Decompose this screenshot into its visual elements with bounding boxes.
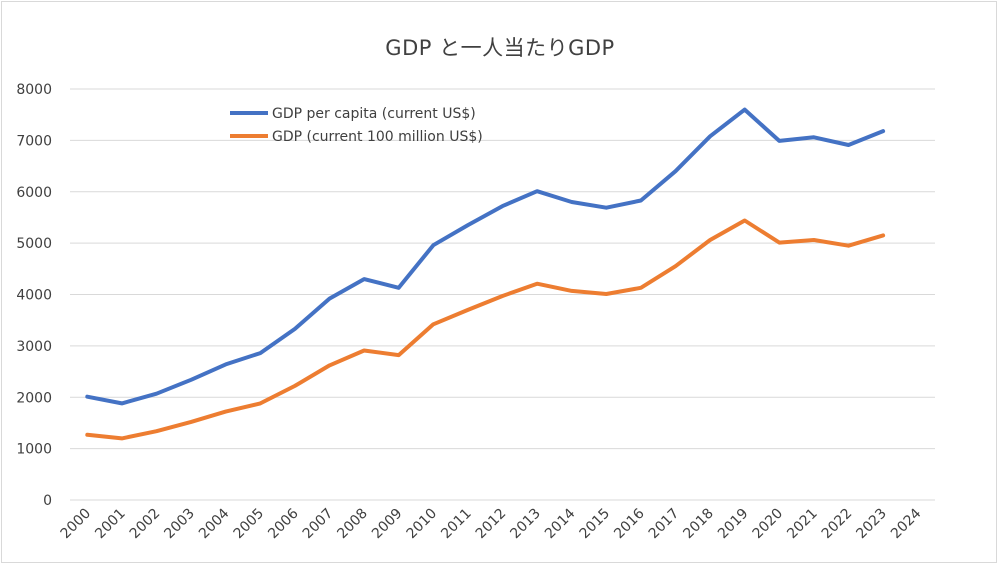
x-tick-label: 2001 [92,506,129,543]
x-tick-label: 2020 [750,506,787,543]
legend-item: GDP per capita (current US$) [230,106,476,122]
y-tick-label: 5000 [16,236,52,252]
series-line-2 [85,218,886,441]
y-tick-label: 4000 [16,288,52,304]
x-tick-label: 2005 [231,506,268,543]
legend: GDP per capita (current US$) GDP (current… [230,106,483,145]
x-tick-label: 2018 [680,506,717,543]
x-tick-label: 2006 [265,505,302,542]
legend-item: GDP (current 100 million US$) [230,129,483,145]
x-tick-label: 2010 [404,506,441,543]
chart-title: GDP と一人当たりGDP [385,36,615,60]
y-axis-ticks: 0 1000 2000 3000 4000 5000 6000 7000 8000 [16,82,52,509]
x-tick-label: 2015 [577,506,614,543]
x-tick-label: 2022 [819,506,856,543]
x-tick-label: 2013 [507,506,544,543]
x-tick-label: 2021 [784,506,821,543]
x-axis-ticks: 2000200120022003200420052006200720082009… [58,505,925,542]
x-tick-label: 2004 [196,505,233,542]
series-line-1 [85,107,886,406]
legend-label: GDP per capita (current US$) [272,106,476,122]
x-tick-label: 2014 [542,505,579,542]
x-tick-label: 2011 [438,506,475,543]
y-tick-label: 2000 [16,390,52,406]
series-lines [85,107,886,441]
x-tick-label: 2003 [161,506,198,543]
y-tick-label: 8000 [16,82,52,98]
x-tick-label: 2008 [334,506,371,543]
x-tick-label: 2023 [853,506,890,543]
x-tick-label: 2017 [646,506,683,543]
x-tick-label: 2002 [127,506,164,543]
x-tick-label: 2012 [473,506,510,543]
x-tick-label: 2000 [58,506,95,543]
x-tick-label: 2024 [888,505,925,542]
y-tick-label: 0 [43,493,52,509]
x-tick-label: 2019 [715,506,752,543]
y-tick-label: 7000 [16,133,52,149]
x-tick-label: 2016 [611,505,648,542]
x-tick-label: 2007 [300,506,337,543]
legend-label: GDP (current 100 million US$) [272,129,483,145]
y-tick-label: 1000 [16,442,52,458]
y-tick-label: 6000 [16,185,52,201]
x-tick-label: 2009 [369,506,406,543]
y-tick-label: 3000 [16,339,52,355]
